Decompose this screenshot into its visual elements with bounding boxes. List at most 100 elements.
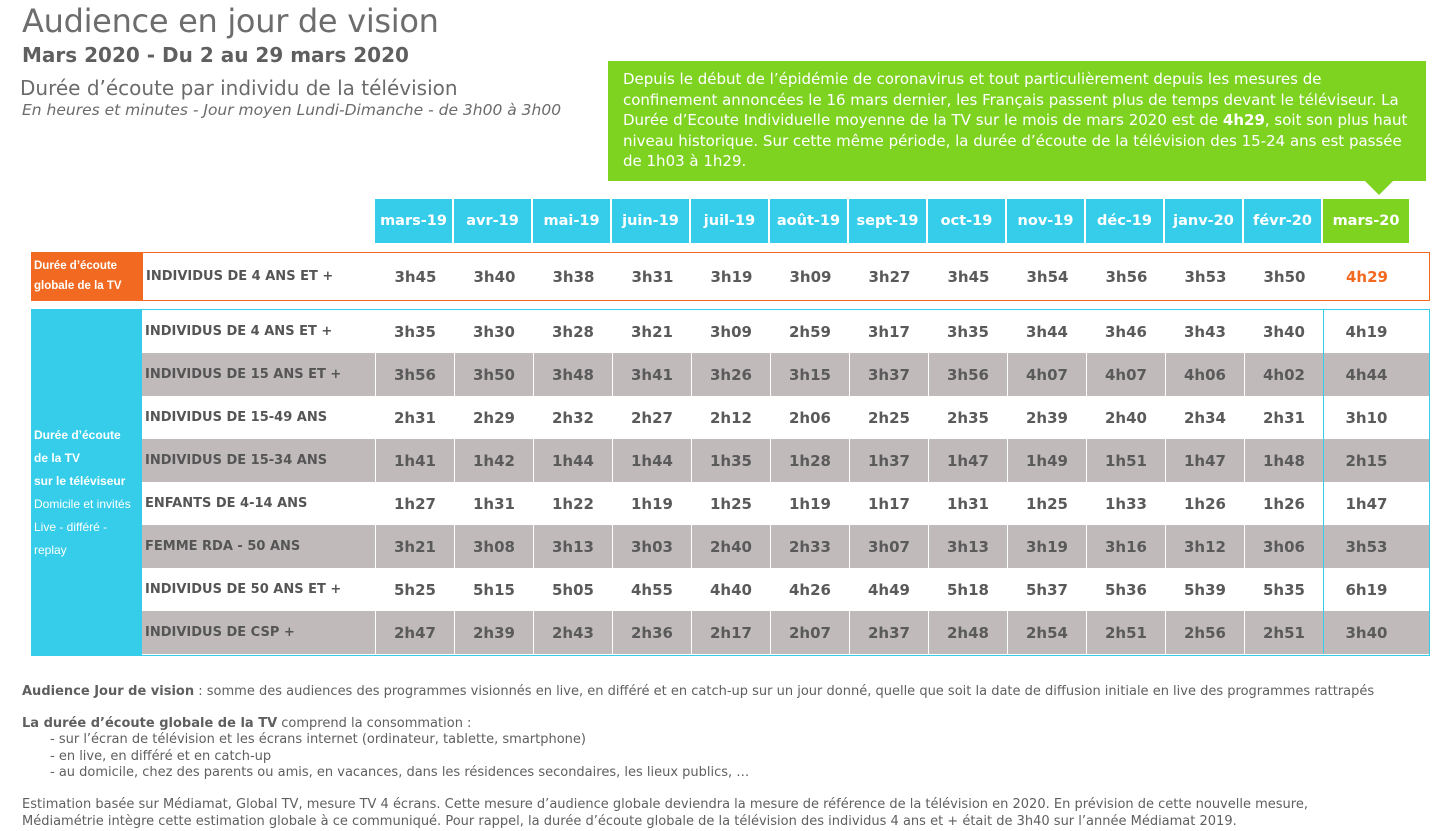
value-cell: 1h47 xyxy=(1165,439,1244,482)
value-cell: 5h36 xyxy=(1086,568,1165,611)
value-cell: 2h43 xyxy=(533,611,612,654)
value-cell: 3h08 xyxy=(454,525,533,568)
value-cell: 1h31 xyxy=(454,482,533,525)
value-cell: 3h46 xyxy=(1086,310,1165,353)
value-cell: 2h15 xyxy=(1323,439,1409,482)
value-cell: 3h26 xyxy=(691,353,770,396)
value-cell: 5h18 xyxy=(928,568,1007,611)
section-heading: Durée d’écoute par individu de la télévi… xyxy=(20,76,458,100)
value-cell: 5h37 xyxy=(1007,568,1086,611)
global-label-line2: globale de la TV xyxy=(34,280,122,292)
value-cell: 3h45 xyxy=(947,267,990,286)
table-row: INDIVIDUS DE 15-34 ANS 1h41 1h42 1h44 1h44 1h… xyxy=(142,439,1429,482)
value-cell: 3h38 xyxy=(552,267,595,286)
value-cell: 3h03 xyxy=(612,525,691,568)
row-label: ENFANTS DE 4-14 ANS xyxy=(145,496,308,511)
value-cell: 3h13 xyxy=(533,525,612,568)
value-cell: 3h56 xyxy=(1105,267,1148,286)
value-cell: 3h12 xyxy=(1165,525,1244,568)
value-cell: 4h06 xyxy=(1165,353,1244,396)
row-label: FEMME RDA - 50 ANS xyxy=(145,539,301,554)
table-row: ENFANTS DE 4-14 ANS 1h27 1h31 1h22 1h19 1h25 1… xyxy=(142,482,1429,525)
value-cell: 3h54 xyxy=(1026,267,1069,286)
value-cell: 1h22 xyxy=(533,482,612,525)
value-cell: 1h44 xyxy=(612,439,691,482)
value-cell: 1h25 xyxy=(691,482,770,525)
value-cell: 2h31 xyxy=(1244,396,1323,439)
month-header: oct-19 xyxy=(928,199,1007,243)
value-cell: 2h51 xyxy=(1244,611,1323,654)
value-cell: 2h29 xyxy=(454,396,533,439)
value-cell: 2h35 xyxy=(928,396,1007,439)
month-header: mars-20 xyxy=(1323,199,1409,243)
value-cell: 4h19 xyxy=(1323,310,1409,353)
value-cell: 3h37 xyxy=(849,353,928,396)
value-cell: 3h53 xyxy=(1323,525,1409,568)
value-cell: 3h28 xyxy=(533,310,612,353)
value-cell: 5h05 xyxy=(533,568,612,611)
value-cell: 1h28 xyxy=(770,439,849,482)
callout-highlight: 4h29 xyxy=(1222,111,1265,129)
value-cell: 3h50 xyxy=(454,353,533,396)
value-cell: 1h49 xyxy=(1007,439,1086,482)
value-cell: 4h07 xyxy=(1007,353,1086,396)
value-cell: 2h54 xyxy=(1007,611,1086,654)
month-header: juin-19 xyxy=(612,199,691,243)
info-callout: Depuis le début de l’épidémie de coronav… xyxy=(608,61,1426,181)
month-header: sept-19 xyxy=(849,199,928,243)
month-header-row: mars-19 avr-19 mai-19 juin-19 juil-19 août-19… xyxy=(375,199,1409,243)
callout-pointer xyxy=(1364,180,1394,195)
tv-label-line4: Domicile et invités xyxy=(34,497,131,511)
value-cell: 3h44 xyxy=(1007,310,1086,353)
page-subtitle: Mars 2020 - Du 2 au 29 mars 2020 xyxy=(22,43,409,67)
value-cell: 1h42 xyxy=(454,439,533,482)
value-cell: 3h30 xyxy=(454,310,533,353)
value-cell: 4h49 xyxy=(849,568,928,611)
footnote-bullet: - au domicile, chez des parents ou amis,… xyxy=(50,765,750,781)
value-cell: 1h26 xyxy=(1165,482,1244,525)
value-cell: 3h35 xyxy=(928,310,1007,353)
footnote-estimation-line2: Médiamétrie intègre cette estimation glo… xyxy=(22,813,1237,829)
row-label: INDIVIDUS DE 15-34 ANS xyxy=(145,453,328,468)
value-cell: 3h10 xyxy=(1323,396,1409,439)
value-cell: 2h47 xyxy=(375,611,454,654)
global-section-label: Durée d’écoute globale de la TV xyxy=(31,252,142,301)
value-cell: 3h15 xyxy=(770,353,849,396)
footnote-bullet: - sur l’écran de télévision et les écran… xyxy=(50,732,586,748)
value-cell: 3h40 xyxy=(473,267,516,286)
value-cell: 3h31 xyxy=(631,267,674,286)
value-cell: 1h27 xyxy=(375,482,454,525)
tv-label-line2: de la TV xyxy=(34,451,81,465)
value-cell: 2h37 xyxy=(849,611,928,654)
value-cell: 1h48 xyxy=(1244,439,1323,482)
tv-label-line3: sur le téléviseur xyxy=(34,474,126,488)
value-cell: 3h43 xyxy=(1165,310,1244,353)
value-cell: 3h19 xyxy=(710,267,753,286)
value-cell: 6h19 xyxy=(1323,568,1409,611)
value-cell: 3h27 xyxy=(868,267,911,286)
value-cell: 3h41 xyxy=(612,353,691,396)
month-header: mai-19 xyxy=(533,199,612,243)
month-header: janv-20 xyxy=(1165,199,1244,243)
value-cell: 1h26 xyxy=(1244,482,1323,525)
tv-label-line5: Live - différé - replay xyxy=(34,520,108,557)
value-cell: 3h56 xyxy=(928,353,1007,396)
value-cell: 3h21 xyxy=(375,525,454,568)
month-header: févr-20 xyxy=(1244,199,1323,243)
footnote-bullet: - en live, en différé et en catch-up xyxy=(50,748,272,764)
value-cell: 4h44 xyxy=(1323,353,1409,396)
value-cell: 3h40 xyxy=(1323,611,1409,654)
tv-table: INDIVIDUS DE 4 ANS ET +3h35 3h30 3h28 3h21 3… xyxy=(142,309,1430,656)
footnote2-text: comprend la consommation : xyxy=(277,715,472,731)
table-row: INDIVIDUS DE 15 ANS ET +3h56 3h50 3h48 3h41… xyxy=(142,353,1429,396)
value-cell: 2h59 xyxy=(770,310,849,353)
value-cell: 3h07 xyxy=(849,525,928,568)
value-cell: 3h16 xyxy=(1086,525,1165,568)
footnote2-term: La durée d’écoute globale de la TV xyxy=(22,715,278,731)
value-cell: 5h35 xyxy=(1244,568,1323,611)
value-cell: 2h39 xyxy=(454,611,533,654)
value-cell: 2h32 xyxy=(533,396,612,439)
footnotes: Audience Jour de vision : somme des audi… xyxy=(22,684,1422,830)
value-cell: 4h07 xyxy=(1086,353,1165,396)
value-cell: 3h13 xyxy=(928,525,1007,568)
